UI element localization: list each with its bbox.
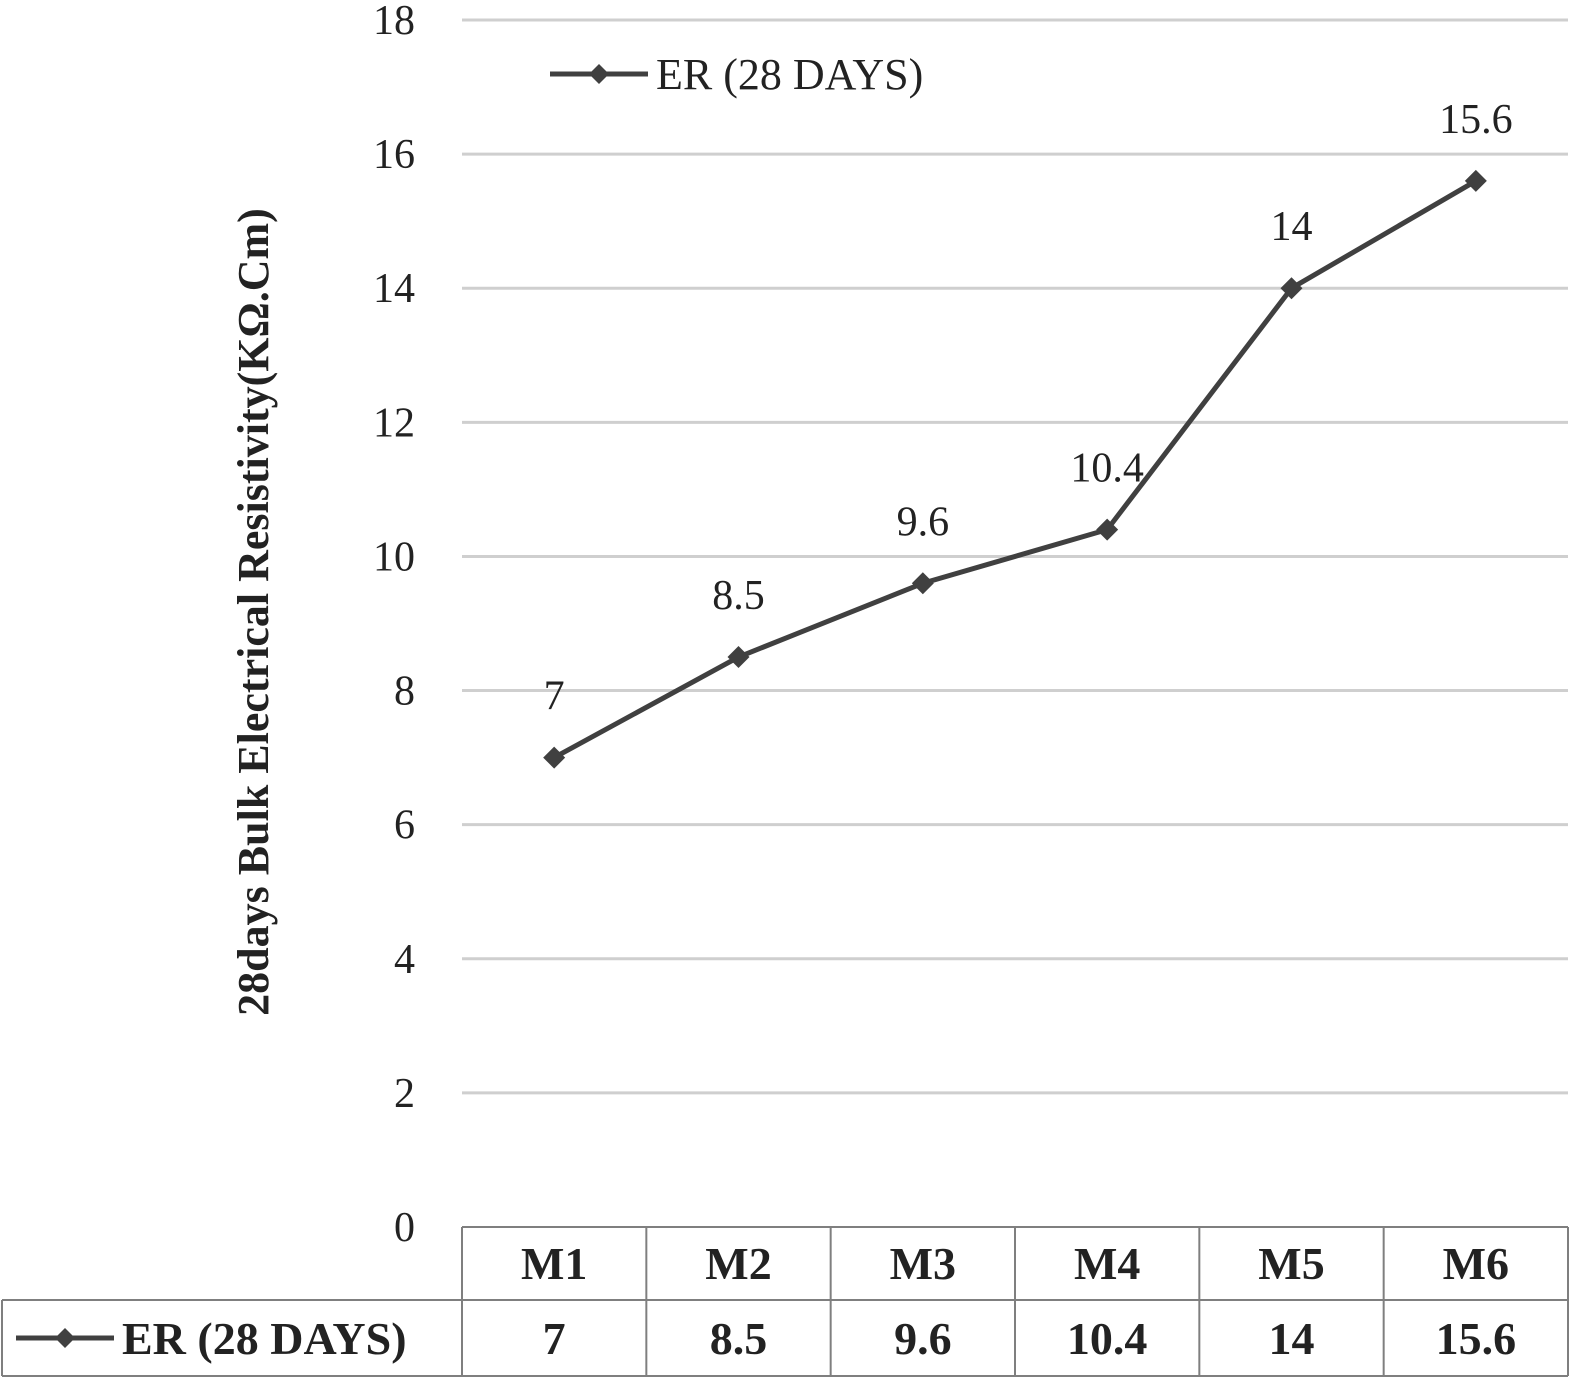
data-label: 7 bbox=[544, 674, 565, 720]
x-category-label: M6 bbox=[1443, 1238, 1509, 1289]
y-tick-label: 18 bbox=[373, 0, 415, 44]
y-axis-label: 28days Bulk Electrical Resistivity(KΩ.Cm… bbox=[229, 208, 278, 1016]
table-value-cell: 7 bbox=[543, 1313, 566, 1364]
y-tick-label: 6 bbox=[394, 803, 415, 849]
y-tick-label: 4 bbox=[394, 937, 415, 983]
data-point-marker bbox=[1096, 518, 1119, 541]
x-category-label: M1 bbox=[521, 1238, 587, 1289]
data-point-marker bbox=[1280, 277, 1303, 300]
x-category-label: M5 bbox=[1258, 1238, 1324, 1289]
data-table: M1 M2 M3 M4 M5 M6 7 8.5 9.6 10.4 14 15.6 ER (28 DAYS… bbox=[1, 1226, 1569, 1377]
data-point-marker bbox=[1464, 169, 1487, 192]
data-point-marker bbox=[911, 572, 934, 595]
table-value-cell: 14 bbox=[1269, 1313, 1315, 1364]
data-label: 9.6 bbox=[897, 499, 950, 545]
x-category-label: M4 bbox=[1074, 1238, 1140, 1289]
table-legend-diamond-marker bbox=[55, 1328, 75, 1348]
legend: ER (28 DAYS) bbox=[550, 50, 923, 99]
data-label: 14 bbox=[1271, 204, 1313, 250]
data-label: 8.5 bbox=[712, 573, 765, 619]
table-value-cell: 9.6 bbox=[894, 1313, 952, 1364]
table-value-cell: 10.4 bbox=[1067, 1313, 1148, 1364]
series-line bbox=[552, 178, 1478, 760]
y-tick-label: 0 bbox=[394, 1205, 415, 1251]
y-tick-label: 10 bbox=[373, 534, 415, 580]
y-tick-label: 16 bbox=[373, 132, 415, 178]
table-value-cell: 8.5 bbox=[710, 1313, 768, 1364]
data-label: 15.6 bbox=[1439, 97, 1513, 143]
data-point-marker bbox=[543, 746, 566, 769]
data-point-marker bbox=[727, 646, 750, 669]
y-tick-label: 12 bbox=[373, 400, 415, 446]
legend-diamond-marker bbox=[589, 64, 609, 84]
y-tick-label: 2 bbox=[394, 1071, 415, 1117]
x-category-label: M3 bbox=[890, 1238, 956, 1289]
y-tick-label: 8 bbox=[394, 669, 415, 715]
y-tick-label: 14 bbox=[373, 266, 415, 312]
legend-label: ER (28 DAYS) bbox=[656, 50, 923, 99]
table-row-label: ER (28 DAYS) bbox=[122, 1313, 407, 1364]
data-label: 10.4 bbox=[1070, 446, 1144, 492]
table-value-cell: 15.6 bbox=[1436, 1313, 1517, 1364]
x-category-label: M2 bbox=[705, 1238, 771, 1289]
